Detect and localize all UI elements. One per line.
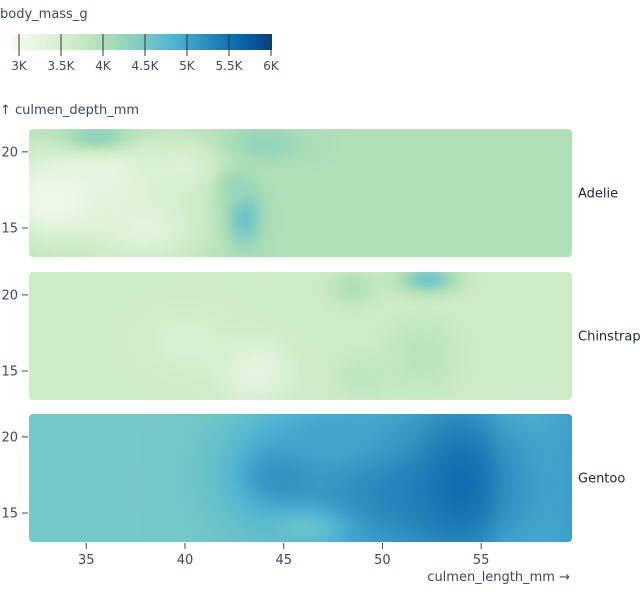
facet-adelie: 15 20 Adelie: [1, 129, 618, 257]
y-tick-label: 20: [1, 430, 18, 445]
color-legend-title: body_mass_g: [0, 7, 88, 22]
facet-chinstrap: 15 20 Chinstrap: [1, 272, 640, 400]
color-legend-tick-label: 5K: [179, 59, 196, 73]
color-legend-ticks: 3K 3.5K 4K 4.5K 5K 5.5K 6K: [11, 34, 280, 73]
y-tick-label: 20: [1, 145, 18, 160]
y-tick-label: 15: [1, 222, 18, 237]
x-tick-label: 50: [374, 553, 391, 568]
color-legend-tick-label: 3K: [11, 59, 28, 73]
x-tick-label: 55: [473, 553, 490, 568]
heatmap-surface: [29, 129, 572, 257]
x-tick-label: 40: [177, 553, 194, 568]
facet-label: Chinstrap: [578, 330, 640, 345]
color-legend: body_mass_g 3K 3.5K 4K 4.5K 5K 5.5K 6K: [0, 7, 280, 73]
heatmap-surface: [29, 414, 572, 542]
x-axis: 35 40 45 50 55: [78, 543, 489, 568]
color-legend-tick-label: 3.5K: [48, 59, 76, 73]
y-axis-label: ↑ culmen_depth_mm: [0, 103, 139, 118]
y-tick-label: 20: [1, 288, 18, 303]
color-legend-tick-label: 4.5K: [132, 59, 160, 73]
heatmap-surface: [29, 272, 572, 400]
y-tick-label: 15: [1, 507, 18, 522]
x-tick-label: 35: [78, 553, 95, 568]
facet-gentoo: 15 20 Gentoo: [1, 414, 625, 542]
color-legend-tick-label: 5.5K: [216, 59, 244, 73]
facet-label: Gentoo: [578, 472, 625, 487]
color-legend-tick-label: 6K: [263, 59, 280, 73]
x-axis-label: culmen_length_mm →: [427, 570, 570, 585]
color-legend-tick-label: 4K: [95, 59, 112, 73]
x-tick-label: 45: [275, 553, 292, 568]
heatmap-facets: 15 20 Adelie 15 20 Chinstrap 15 20 Gentoo: [1, 129, 640, 542]
facet-label: Adelie: [578, 187, 618, 202]
y-tick-label: 15: [1, 365, 18, 380]
color-legend-ramp: [12, 34, 272, 50]
